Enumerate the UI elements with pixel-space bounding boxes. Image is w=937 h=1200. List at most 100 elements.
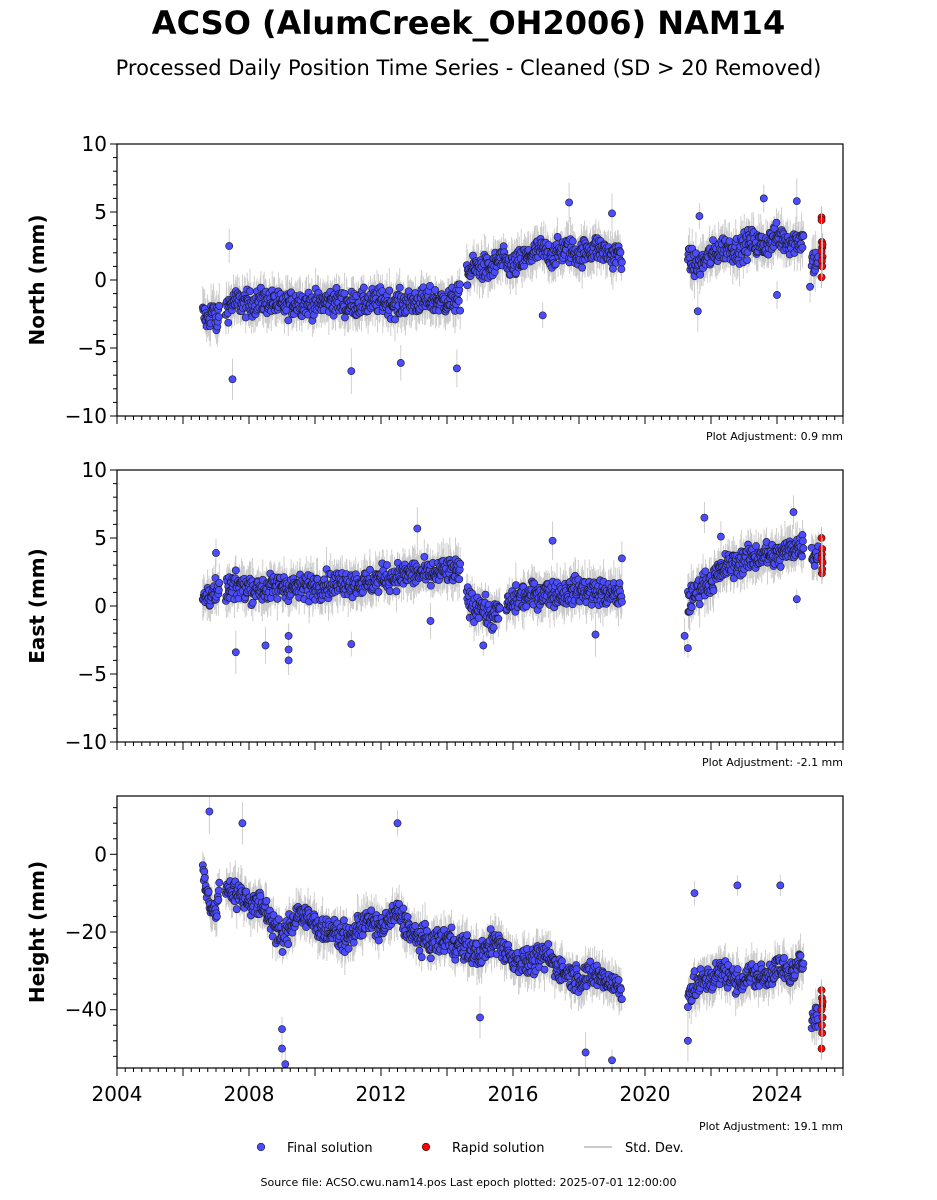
y-tick-label: −5 (78, 336, 107, 360)
final-point (717, 532, 725, 541)
final-point (773, 291, 781, 299)
final-point (489, 623, 498, 632)
final-point (752, 542, 760, 550)
y-tick-label: 5 (94, 200, 107, 224)
final-point (615, 579, 624, 588)
y-tick-label: −10 (65, 404, 107, 428)
final-point (413, 524, 422, 533)
final-point (463, 281, 472, 290)
final-point (687, 603, 696, 612)
final-point (212, 549, 220, 557)
y-tick-label: 10 (82, 132, 107, 156)
plot-adjustment-note: Plot Adjustment: -2.1 mm (702, 756, 843, 769)
final-point (431, 286, 440, 294)
plot-area (198, 178, 827, 401)
final-point (454, 296, 463, 305)
final-point (396, 359, 405, 367)
std-dev-bars (202, 178, 819, 401)
final-point (617, 265, 626, 274)
y-tick-label: 5 (94, 526, 107, 550)
final-point (374, 588, 383, 596)
final-point (578, 263, 587, 272)
final-point (530, 579, 539, 588)
final-point (248, 598, 257, 607)
final-point (215, 578, 224, 587)
final-point (347, 367, 356, 376)
final-point (695, 212, 704, 220)
final-point (799, 232, 808, 240)
final-point (284, 316, 293, 325)
final-point (792, 595, 801, 604)
final-point (383, 561, 391, 569)
final-point (494, 614, 503, 623)
final-point (799, 544, 808, 553)
final-point (695, 600, 704, 609)
final-point (455, 575, 464, 584)
final-point (693, 307, 702, 316)
page-subtitle: Processed Daily Position Time Series - C… (115, 56, 822, 80)
final-point (214, 586, 223, 595)
final-point (385, 286, 394, 295)
final-point (568, 237, 577, 246)
final-point (479, 641, 488, 650)
final-point (215, 301, 224, 310)
final-point (792, 197, 801, 206)
plot-adjustment-note: Plot Adjustment: 0.9 mm (706, 430, 843, 443)
final-point (228, 375, 237, 384)
final-point (759, 194, 768, 203)
final-point (729, 574, 738, 583)
final-point (456, 559, 465, 568)
final-point (548, 536, 557, 545)
final-point (544, 240, 553, 249)
final-point (551, 260, 560, 269)
final-point (284, 632, 293, 640)
final-point (684, 644, 692, 653)
final-point (261, 641, 270, 650)
y-tick-label: 0 (94, 594, 107, 618)
final-point (256, 283, 265, 292)
final-point (392, 587, 401, 596)
final-point (224, 318, 233, 327)
final-point (426, 617, 435, 625)
final-point (700, 513, 709, 522)
final-point (701, 567, 710, 576)
final-point (696, 270, 705, 279)
final-point (340, 289, 349, 298)
y-tick-label: 0 (94, 268, 107, 292)
page-title: ACSO (AlumCreek_OH2006) NAM14 (151, 4, 786, 42)
y-tick-label: 10 (82, 458, 107, 482)
final-point (618, 258, 626, 267)
final-point (426, 281, 434, 290)
final-point (591, 630, 600, 639)
final-point (391, 315, 399, 324)
final-point (427, 581, 435, 590)
final-point (452, 364, 461, 373)
final-point (680, 632, 689, 640)
final-point (420, 552, 429, 561)
final-point (273, 594, 282, 603)
final-point (246, 287, 254, 296)
final-point (522, 602, 531, 611)
final-point (456, 306, 465, 315)
final-point (810, 561, 819, 570)
final-point (341, 313, 349, 322)
final-point (385, 587, 394, 596)
final-point (618, 597, 626, 606)
final-point (743, 256, 751, 264)
final-point (284, 645, 293, 654)
y-axis-label: North (mm) (25, 214, 49, 345)
final-point (776, 562, 785, 571)
final-solution-series (198, 194, 823, 384)
final-point (511, 581, 520, 590)
final-point (709, 586, 718, 595)
final-point (538, 311, 547, 320)
panel-2: −10 −5 0 5 10 East (mm) Plot Adjustment: -2.1 … (25, 458, 844, 769)
y-tick-label: −5 (78, 662, 107, 686)
final-point (359, 283, 368, 292)
final-point (608, 209, 616, 218)
final-point (481, 590, 490, 599)
final-point (395, 283, 404, 292)
final-point (798, 243, 807, 252)
final-point (231, 566, 240, 575)
